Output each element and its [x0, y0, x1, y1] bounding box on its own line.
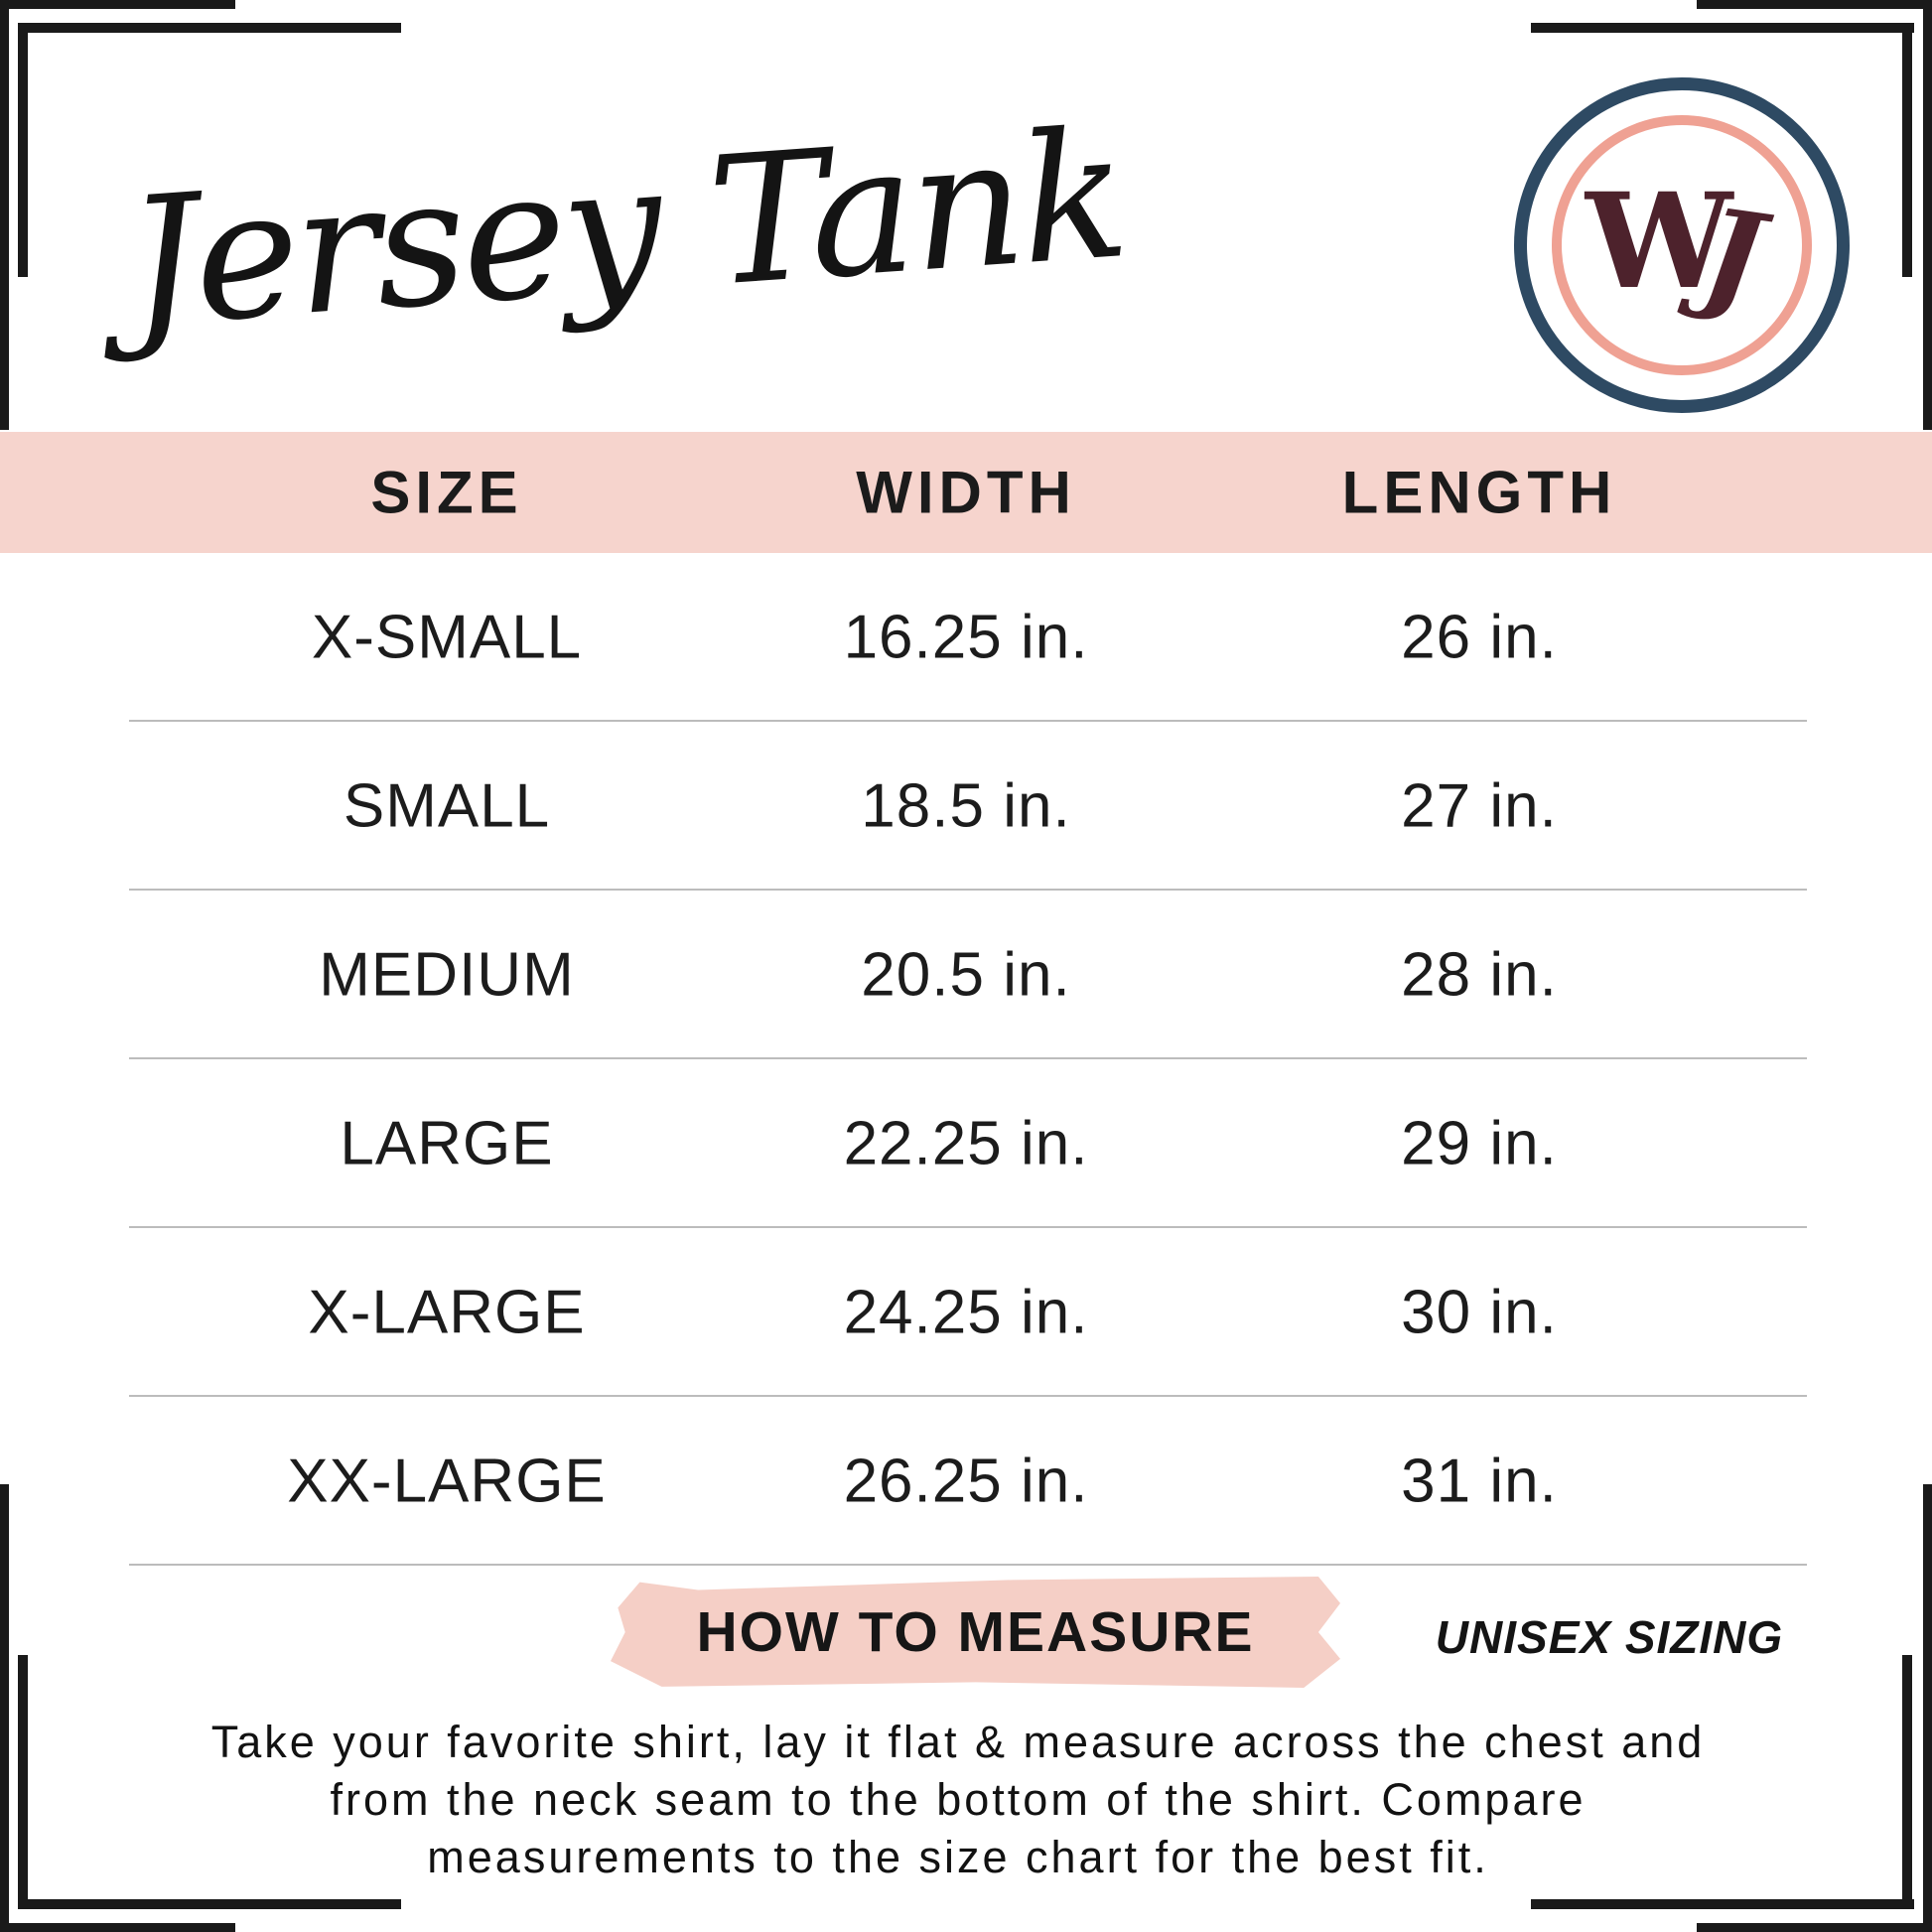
cell-length: 28 in.: [1401, 940, 1558, 1010]
product-title: Jersey Tank: [120, 90, 1131, 366]
instruction-line: from the neck seam to the bottom of the …: [330, 1774, 1587, 1825]
frame-top-left-outer-horizontal: [0, 0, 235, 9]
table-row: SMALL 18.5 in. 27 in.: [0, 722, 1932, 891]
cell-size: LARGE: [340, 1109, 554, 1178]
measuring-instructions: Take your favorite shirt, lay it flat & …: [69, 1714, 1847, 1886]
cell-size: X-SMALL: [311, 603, 583, 672]
cell-width: 18.5 in.: [861, 771, 1071, 841]
frame-top-right-inner-vertical: [1902, 23, 1912, 277]
unisex-sizing-label: UNISEX SIZING: [1435, 1611, 1784, 1663]
cell-length: 31 in.: [1401, 1447, 1558, 1516]
frame-bottom-left-inner-vertical: [18, 1655, 28, 1909]
cell-width: 22.25 in.: [843, 1109, 1089, 1178]
cell-width: 24.25 in.: [843, 1278, 1089, 1347]
frame-bottom-left-outer-vertical: [0, 1484, 9, 1932]
instruction-line: Take your favorite shirt, lay it flat & …: [210, 1717, 1706, 1767]
how-to-measure-label: HOW TO MEASURE: [696, 1600, 1255, 1664]
cell-length: 29 in.: [1401, 1109, 1558, 1178]
table-row: XX-LARGE 26.25 in. 31 in.: [0, 1397, 1932, 1566]
table-row: X-SMALL 16.25 in. 26 in.: [0, 553, 1932, 722]
table-row: X-LARGE 24.25 in. 30 in.: [0, 1228, 1932, 1397]
frame-top-left-inner-horizontal: [18, 23, 401, 33]
frame-bottom-right-inner-vertical: [1902, 1655, 1912, 1909]
frame-top-left-outer-vertical: [0, 0, 9, 430]
cell-width: 26.25 in.: [843, 1447, 1089, 1516]
cell-size: XX-LARGE: [287, 1447, 607, 1516]
frame-bottom-right-outer-vertical: [1923, 1484, 1932, 1932]
size-table-body: X-SMALL 16.25 in. 26 in. SMALL 18.5 in. 27 in…: [0, 553, 1932, 1566]
frame-bottom-right-outer-horizontal: [1697, 1923, 1932, 1932]
frame-top-right-outer-horizontal: [1697, 0, 1932, 9]
how-to-measure-highlight: HOW TO MEASURE: [611, 1577, 1340, 1688]
logo-inner-ring: [1552, 115, 1812, 375]
cell-size: MEDIUM: [319, 940, 575, 1010]
column-header-width: WIDTH: [856, 459, 1076, 526]
frame-bottom-left-inner-horizontal: [18, 1899, 401, 1909]
column-header-length: LENGTH: [1341, 459, 1617, 526]
table-row: LARGE 22.25 in. 29 in.: [0, 1059, 1932, 1228]
cell-size: SMALL: [343, 771, 551, 841]
frame-top-right-outer-vertical: [1923, 0, 1932, 430]
cell-length: 30 in.: [1401, 1278, 1558, 1347]
cell-width: 16.25 in.: [843, 603, 1089, 672]
table-header-row: SIZE WIDTH LENGTH: [0, 432, 1932, 553]
logo-monogram-w: W: [1586, 165, 1733, 319]
table-row: MEDIUM 20.5 in. 28 in.: [0, 891, 1932, 1059]
instruction-line: measurements to the size chart for the b…: [427, 1832, 1489, 1882]
cell-width: 20.5 in.: [861, 940, 1071, 1010]
cell-length: 27 in.: [1401, 771, 1558, 841]
frame-bottom-right-inner-horizontal: [1531, 1899, 1914, 1909]
frame-top-right-inner-horizontal: [1531, 23, 1914, 33]
cell-length: 26 in.: [1401, 603, 1558, 672]
frame-top-left-inner-vertical: [18, 23, 28, 277]
column-header-size: SIZE: [370, 459, 523, 526]
cell-size: X-LARGE: [308, 1278, 586, 1347]
frame-bottom-left-outer-horizontal: [0, 1923, 235, 1932]
brand-logo: W J: [1514, 77, 1850, 413]
